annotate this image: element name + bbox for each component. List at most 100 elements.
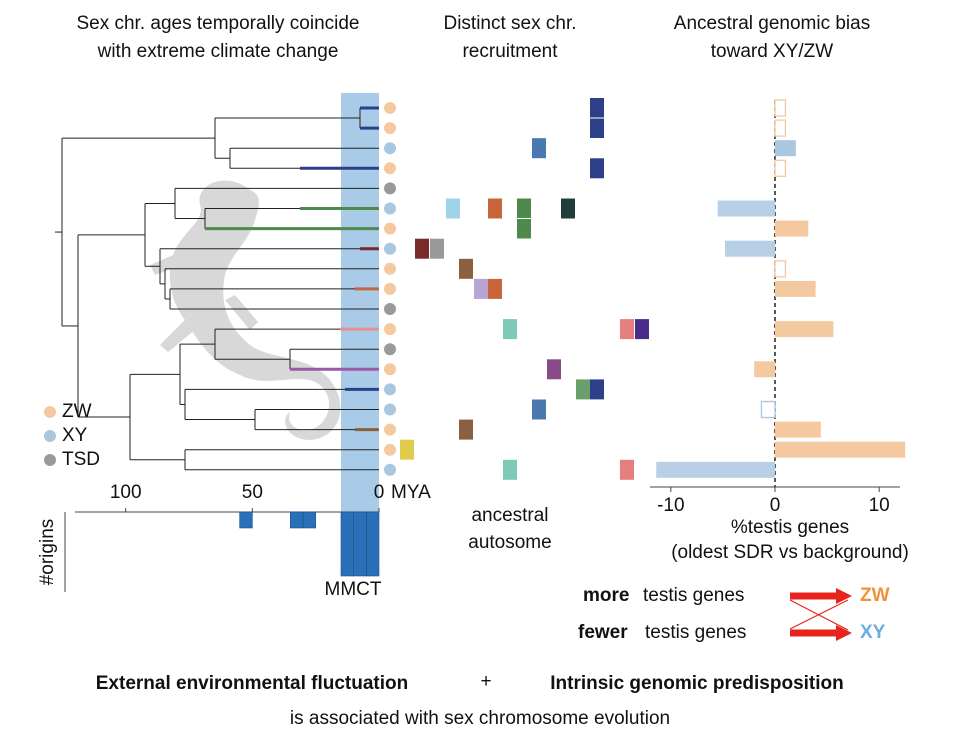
tip-marker [384,363,396,376]
histogram-bar [340,511,354,577]
x-tick-label: 0 [770,495,781,516]
recruited-chromosome [430,238,444,259]
bar [775,280,816,297]
key-bold: more [583,585,629,606]
recruited-chromosome [590,158,604,179]
recruited-chromosome [400,439,414,460]
x-tick-label: 50 [242,482,263,503]
recruited-chromosome [620,459,634,480]
bar [774,99,787,117]
bar [775,321,834,338]
recruited-chromosome [503,459,517,480]
histogram-bar [290,511,304,529]
lizard-silhouette [150,180,341,441]
tip-marker [384,403,396,416]
tip-marker [384,282,396,295]
recruited-chromosome [561,198,575,219]
bar [774,119,787,137]
legend-label: TSD [62,449,100,470]
bar [656,461,775,478]
x-tick-label: 100 [110,482,142,503]
bar [725,240,775,257]
tip-marker [384,443,396,456]
footer-bottom: is associated with sex chromosome evolut… [290,708,670,729]
panel-title: Ancestral genomic bias [674,13,870,34]
legend-label: ZW [62,401,92,422]
bar [774,159,787,177]
key-bold: fewer [578,622,628,643]
mmct-shade [341,93,379,512]
x-tick-label: 0 [374,482,385,503]
recruited-chromosome [532,399,546,420]
x-axis-label: %testis genes [731,517,849,538]
recruited-chromosome [532,138,546,159]
recruited-chromosome [446,198,460,219]
bar [775,140,796,157]
bar [754,361,775,378]
tip-marker [384,323,396,336]
tip-marker [384,182,396,195]
legend-marker [44,430,56,442]
panel-title: with extreme climate change [97,41,339,62]
histogram-bar [353,511,367,577]
tip-marker [384,343,396,356]
recruited-chromosome [474,278,488,299]
legend-marker [44,454,56,466]
key-text: testis genes [645,622,746,643]
x-tick-label: 10 [869,495,890,516]
key-arrows [789,588,852,641]
tip-marker [384,423,396,436]
x-unit: MYA [391,482,431,503]
panel-title: toward XY/ZW [711,41,834,62]
bar [760,400,776,419]
footer-plus: + [480,671,491,692]
histogram-bar [239,511,253,529]
tip-marker [384,242,396,255]
tip-marker [384,162,396,175]
tip-marker [384,463,396,476]
bar [775,220,809,237]
annotation: MMCT [325,579,382,600]
footer-left: External environmental fluctuation [96,673,409,694]
tip-marker [384,222,396,235]
recruited-chromosome [459,419,473,440]
bar [775,441,906,458]
tip-marker [384,122,396,135]
histogram-bar [302,511,316,529]
tip-marker [384,142,396,155]
background-layer [150,93,379,512]
tip-marker [384,303,396,315]
footer-right: Intrinsic genomic predisposition [550,673,843,694]
bar [775,421,821,438]
tip-marker [384,262,396,275]
recruited-chromosome [503,319,517,340]
legend-label: XY [62,425,88,446]
tip-marker [384,202,396,215]
panel-title: recruitment [462,41,558,62]
key-target: ZW [860,585,890,606]
histogram-bar [366,511,380,577]
recruited-chromosome [620,319,634,340]
recruited-chromosome [576,379,590,400]
legend-marker [44,406,56,418]
x-axis-label: (oldest SDR vs background) [671,542,909,563]
recruited-chromosome [635,319,649,340]
panel-title: Sex chr. ages temporally coincide [76,13,359,34]
key-text: testis genes [643,585,744,606]
tip-marker [384,102,396,114]
key-target: XY [860,622,886,643]
bar [717,200,775,217]
recruited-chromosome [547,359,561,380]
recruited-chromosome [590,379,604,400]
y-label: #origins [37,519,58,586]
recruited-chromosome [459,258,473,279]
recruited-chromosome [488,278,502,299]
recruited-chromosome [415,238,429,259]
bar [774,260,787,278]
recruitment-label: ancestral [471,505,548,526]
recruitment-label: autosome [468,532,551,553]
recruited-chromosome [488,198,502,219]
panel-title: Distinct sex chr. [443,13,576,34]
x-tick-label: -10 [657,495,684,516]
